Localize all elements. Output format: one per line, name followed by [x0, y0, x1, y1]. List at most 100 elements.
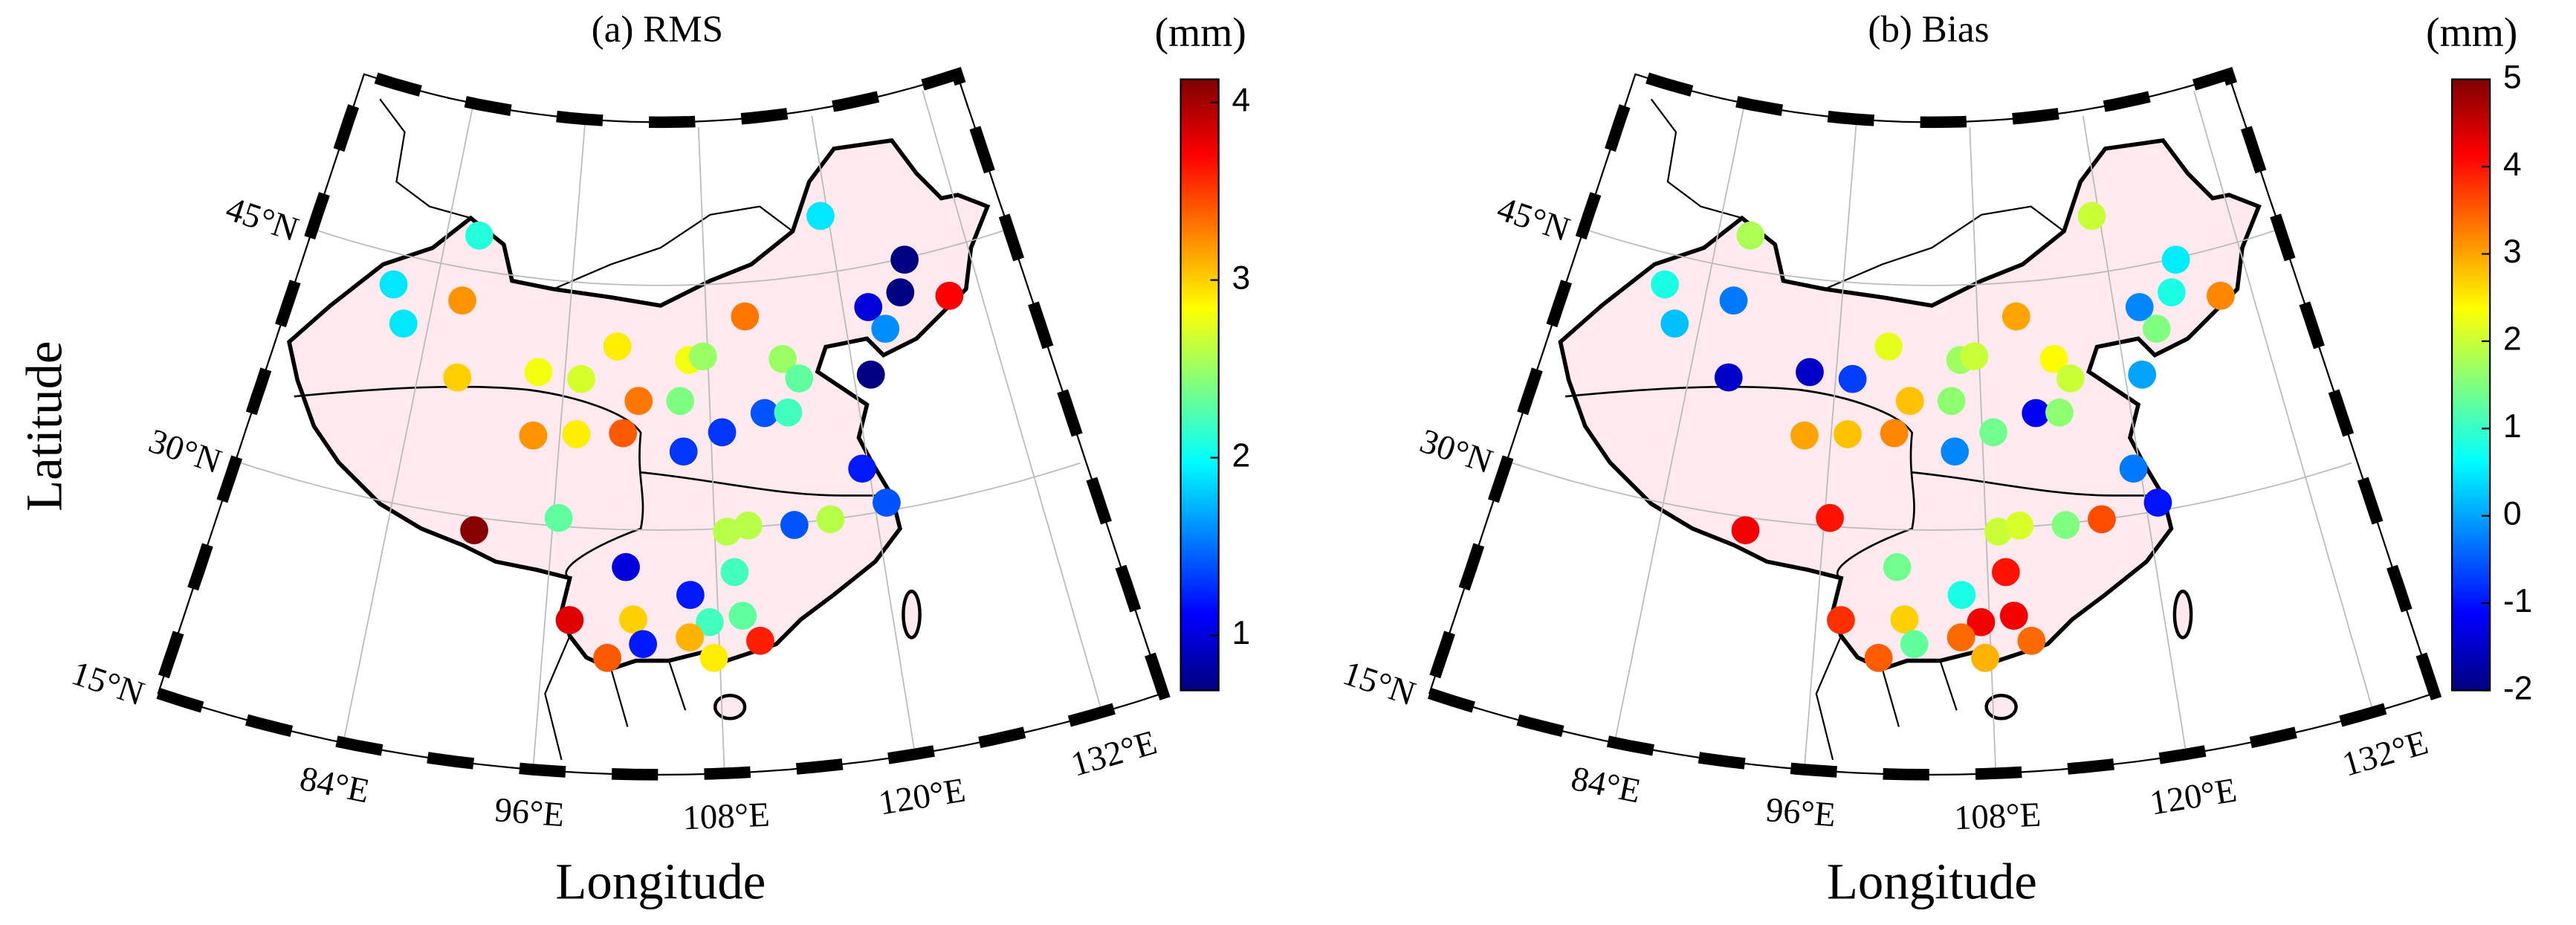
station-dot [519, 421, 548, 450]
station-dot [816, 505, 845, 534]
station-dot [562, 420, 591, 448]
station-dot [728, 602, 757, 630]
station-dot [1883, 552, 1912, 581]
station-dot [871, 315, 900, 344]
colorbar-tick-label: -2 [2503, 670, 2532, 706]
station-dot [1991, 558, 2020, 587]
colorbar-tick-label: 2 [2503, 321, 2522, 358]
station-dot [2143, 489, 2172, 517]
meridian [2192, 85, 2374, 713]
station-dot [624, 387, 653, 416]
colorbar-tick-label: 4 [1232, 82, 1250, 118]
station-dot [713, 518, 742, 546]
station-dot [2022, 399, 2051, 428]
station-dot [746, 626, 774, 655]
meridian [920, 85, 1103, 713]
station-dot [2056, 364, 2085, 393]
x-tick-label: 132°E [1067, 723, 1161, 784]
colorbar-tick-label: 1 [2503, 408, 2522, 445]
station-dot [935, 281, 964, 310]
station-dot [2001, 302, 2030, 331]
station-dot [2161, 245, 2190, 274]
x-axis-label: Longitude [555, 854, 766, 910]
station-dot [720, 558, 749, 587]
station-dot [806, 202, 835, 231]
station-dot [1999, 602, 2028, 630]
station-dot [1946, 623, 1975, 652]
station-dot [1967, 607, 1996, 636]
station-dot [1979, 418, 2007, 447]
station-dot [1719, 286, 1748, 315]
station-dot [1796, 358, 1824, 387]
chart-title: (b) Bias [1868, 8, 1989, 51]
station-dot [1874, 332, 1903, 361]
station-dot [856, 360, 885, 389]
station-dot [2051, 511, 2080, 539]
station-dot [780, 511, 809, 539]
station-dot [676, 581, 705, 610]
station-dot [1971, 643, 1999, 672]
x-axis-label: Longitude [1827, 854, 2037, 910]
x-tick-label: 96°E [1764, 790, 1837, 834]
station-dot [603, 332, 632, 361]
y-tick-label: 30°N [144, 422, 226, 482]
frame-edge [1428, 73, 2436, 776]
colorbar-label: (mm) [2426, 10, 2517, 56]
station-dot [1941, 437, 1970, 466]
station-dot [708, 418, 737, 447]
station-dot [2157, 278, 2186, 307]
station-dot [629, 630, 658, 659]
map-area [158, 85, 1163, 775]
x-tick-label: 120°E [2147, 770, 2239, 822]
colorbar-label: (mm) [1155, 10, 1246, 56]
station-dot [2128, 360, 2157, 389]
station-dot [750, 399, 779, 428]
x-tick-label: 120°E [876, 770, 968, 822]
station-dot [1827, 606, 1855, 634]
station-dot [460, 516, 488, 544]
station-dot [774, 398, 803, 427]
panels: 84°E 96°E 108°E 120°E 132°E 15°N 30°N 45°N (a) R… [16, 8, 2533, 910]
country-outline [289, 99, 988, 760]
colorbar-tick-label: 5 [2503, 59, 2522, 95]
y-axis-label: Latitude [16, 341, 73, 511]
station-dot [593, 643, 622, 672]
station-dot [1947, 581, 1976, 610]
station-dot [389, 309, 418, 338]
station-dot [854, 293, 883, 321]
station-dot [2045, 398, 2074, 427]
colorbar-tick-label: 0 [2503, 495, 2522, 532]
station-dot [448, 286, 476, 315]
station-dot [696, 607, 724, 636]
station-dot [1731, 516, 1760, 544]
station-dot [612, 552, 641, 581]
station-dot [689, 342, 717, 371]
station-dot [1651, 270, 1679, 299]
station-dot [1714, 363, 1743, 392]
station-dot [609, 419, 638, 448]
x-tick-label: 96°E [493, 790, 566, 834]
x-tick-label: 132°E [2338, 723, 2433, 784]
station-dot [1895, 387, 1924, 416]
frame-edge [157, 73, 1165, 776]
station-dot [2077, 202, 2106, 231]
station-dot [2088, 505, 2116, 534]
station-dot [890, 245, 919, 274]
station-dot [2039, 344, 2068, 373]
station-dot [1736, 221, 1765, 250]
station-dot [619, 605, 647, 634]
station-dot [1816, 503, 1844, 532]
colorbar [1179, 78, 1220, 692]
station-dot [1834, 420, 1862, 448]
station-dot [544, 503, 573, 532]
map-panel: 84°E 96°E 108°E 120°E 132°E 15°N 30°N 45°N (a) R… [16, 8, 1250, 910]
station-dot [1838, 364, 1867, 393]
colorbar-tick-label: 4 [2503, 146, 2522, 183]
station-dot [2119, 454, 2148, 483]
chart-title: (a) RMS [592, 8, 723, 51]
station-dot [734, 511, 763, 540]
station-dot [1900, 630, 1929, 659]
station-dot [1660, 309, 1689, 338]
station-dot [1890, 605, 1919, 634]
